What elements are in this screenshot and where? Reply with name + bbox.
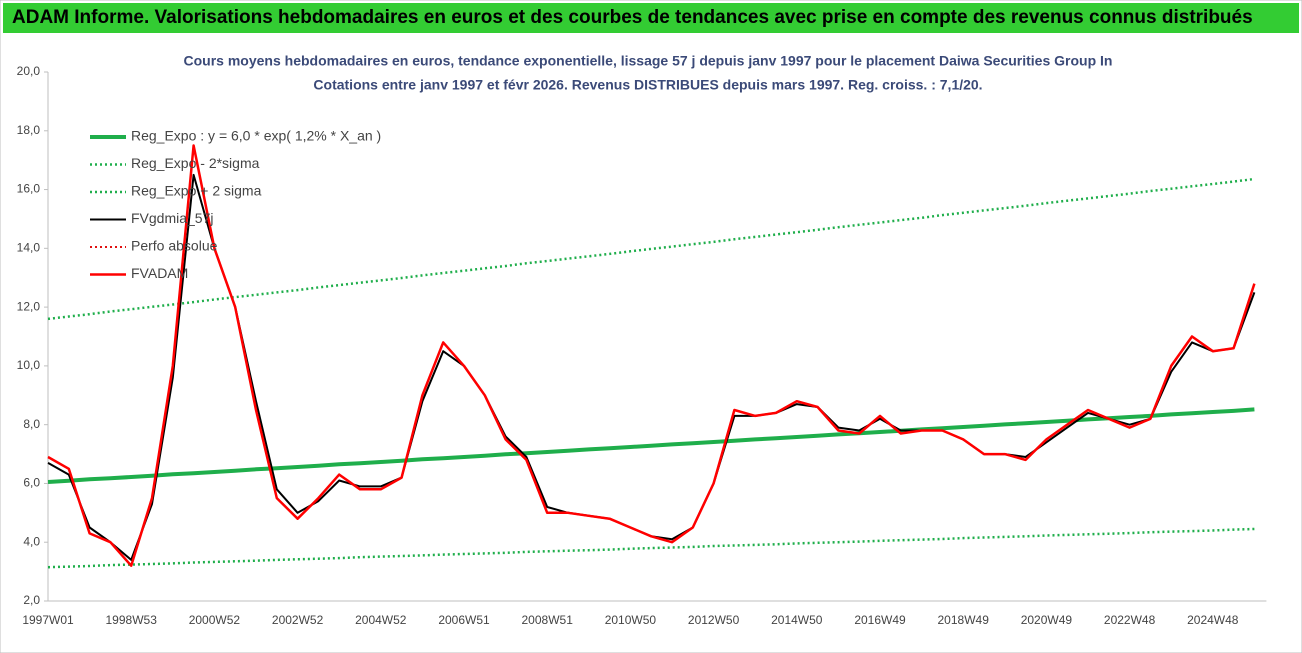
legend-label: Reg_Expo : y = 6,0 * exp( 1,2% * X_an ) [131,128,381,144]
x-tick-label: 2016W49 [854,613,906,627]
legend-label: Perfo absolue [131,238,218,254]
y-tick-label: 6,0 [23,476,40,490]
x-tick-label: 2004W52 [355,613,407,627]
x-tick-label: 2014W50 [771,613,823,627]
x-tick-label: 1998W53 [106,613,158,627]
y-tick-label: 10,0 [17,358,41,372]
series-line [47,527,1255,569]
x-tick-label: 2024W48 [1187,613,1239,627]
banner: ADAM Informe. Valorisations hebdomadaire… [12,7,1253,28]
y-tick-label: 14,0 [17,241,41,255]
x-tick-label: 2000W52 [189,613,241,627]
x-tick-label: 2020W49 [1021,613,1073,627]
series-line [47,144,1256,567]
y-tick-label: 12,0 [17,299,41,313]
x-tick-label: 2012W50 [688,613,740,627]
x-tick-label: 2002W52 [272,613,324,627]
x-tick-label: 2006W51 [438,613,490,627]
legend-label: Reg_Expo + 2 sigma [131,183,262,199]
banner-bg [3,3,1299,33]
x-tick-label: 2018W49 [938,613,990,627]
series-line [47,407,1255,484]
y-tick-label: 8,0 [23,417,40,431]
chart-title: Cours moyens hebdomadaires en euros, ten… [184,53,1113,69]
y-tick-label: 2,0 [23,593,40,607]
chart-subtitle: Cotations entre janv 1997 et févr 2026. … [313,77,982,93]
x-tick-label: 2010W50 [605,613,657,627]
y-tick-label: 18,0 [17,123,41,137]
y-tick-label: 20,0 [17,64,41,78]
y-tick-label: 4,0 [23,534,40,548]
y-tick-label: 16,0 [17,182,41,196]
legend-label: FVgdmia_57j [131,210,214,226]
legend-label: Reg_Expo - 2*sigma [131,155,260,171]
legend-label: FVADAM [131,265,188,281]
x-tick-label: 2008W51 [522,613,574,627]
x-tick-label: 2022W48 [1104,613,1156,627]
x-tick-label: 1997W01 [22,613,74,627]
